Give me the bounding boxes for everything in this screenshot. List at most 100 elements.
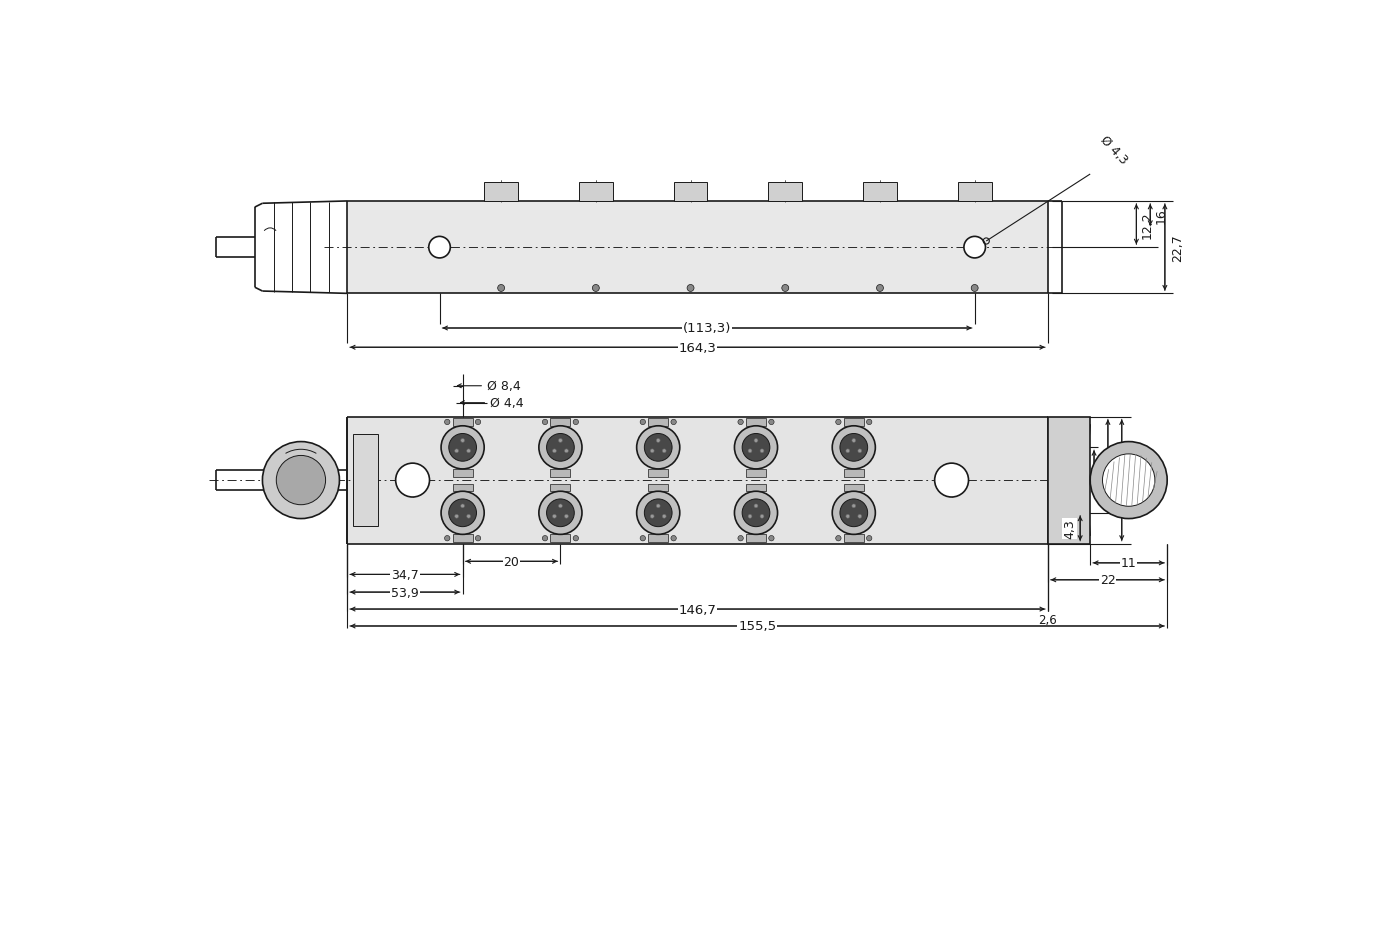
Bar	[551, 469, 570, 477]
Circle shape	[934, 464, 969, 497]
Circle shape	[1090, 442, 1167, 519]
Bar	[347, 202, 1048, 294]
Text: 2,6: 2,6	[1039, 613, 1057, 626]
Text: 34,7: 34,7	[390, 568, 418, 582]
Circle shape	[671, 536, 676, 541]
Circle shape	[735, 492, 778, 535]
Circle shape	[832, 427, 875, 469]
Text: 11: 11	[1121, 557, 1136, 570]
Circle shape	[963, 237, 986, 259]
Circle shape	[559, 504, 562, 508]
Bar	[746, 535, 767, 543]
Text: 155,5: 155,5	[737, 620, 776, 632]
Circle shape	[640, 420, 645, 425]
Bar	[843, 469, 864, 477]
Bar	[551, 484, 570, 492]
Bar	[746, 469, 767, 477]
Bar	[746, 484, 767, 492]
Circle shape	[768, 420, 774, 425]
Circle shape	[262, 442, 339, 519]
Circle shape	[640, 536, 645, 541]
Circle shape	[429, 237, 450, 259]
Circle shape	[573, 536, 579, 541]
Text: 164,3: 164,3	[679, 342, 717, 354]
Circle shape	[867, 420, 871, 425]
Circle shape	[852, 439, 856, 443]
Circle shape	[650, 514, 654, 518]
Circle shape	[475, 420, 481, 425]
Bar	[453, 469, 473, 477]
Bar	[648, 484, 668, 492]
Bar	[347, 417, 1048, 544]
Circle shape	[546, 434, 574, 462]
Circle shape	[546, 499, 574, 527]
Circle shape	[749, 449, 751, 453]
Circle shape	[877, 285, 884, 292]
Circle shape	[687, 285, 694, 292]
Circle shape	[737, 536, 743, 541]
Text: 22: 22	[1100, 574, 1115, 586]
Circle shape	[542, 536, 548, 541]
Bar	[843, 484, 864, 492]
Text: Ø 8,4: Ø 8,4	[487, 379, 520, 393]
Circle shape	[644, 499, 672, 527]
Circle shape	[742, 499, 769, 527]
Circle shape	[276, 456, 326, 505]
Circle shape	[454, 514, 459, 518]
Circle shape	[445, 420, 450, 425]
Bar	[579, 182, 613, 202]
Circle shape	[565, 449, 569, 453]
Circle shape	[552, 514, 556, 518]
Circle shape	[754, 439, 758, 443]
Circle shape	[754, 504, 758, 508]
Circle shape	[449, 499, 477, 527]
Text: 12,2: 12,2	[1140, 211, 1154, 239]
Circle shape	[467, 449, 471, 453]
Circle shape	[841, 499, 867, 527]
Bar	[843, 418, 864, 427]
Bar	[484, 182, 519, 202]
Text: 20: 20	[503, 555, 520, 568]
Circle shape	[460, 439, 464, 443]
Circle shape	[749, 514, 751, 518]
Circle shape	[760, 449, 764, 453]
Text: Ø 4,3: Ø 4,3	[1098, 134, 1131, 167]
Bar	[551, 535, 570, 543]
Circle shape	[867, 536, 871, 541]
Circle shape	[573, 420, 579, 425]
Circle shape	[835, 536, 841, 541]
Text: 4,3: 4,3	[1062, 519, 1076, 538]
Circle shape	[559, 439, 562, 443]
Circle shape	[846, 449, 850, 453]
Circle shape	[454, 449, 459, 453]
Circle shape	[637, 492, 680, 535]
Bar	[551, 418, 570, 427]
Circle shape	[662, 449, 666, 453]
Text: 30,6: 30,6	[1128, 466, 1140, 495]
Circle shape	[832, 492, 875, 535]
Circle shape	[441, 427, 484, 469]
Circle shape	[552, 449, 556, 453]
Circle shape	[835, 420, 841, 425]
Circle shape	[644, 434, 672, 462]
Text: 146,7: 146,7	[679, 603, 717, 615]
Circle shape	[650, 449, 654, 453]
Circle shape	[760, 514, 764, 518]
Circle shape	[1103, 454, 1154, 507]
Circle shape	[742, 434, 769, 462]
Circle shape	[972, 285, 979, 292]
Bar	[648, 469, 668, 477]
Circle shape	[396, 464, 429, 497]
Circle shape	[592, 285, 599, 292]
Bar	[843, 535, 864, 543]
Circle shape	[539, 492, 581, 535]
Text: 16: 16	[1154, 208, 1168, 224]
Bar	[863, 182, 896, 202]
Circle shape	[657, 439, 661, 443]
Bar	[768, 182, 802, 202]
Bar	[353, 435, 378, 527]
Circle shape	[735, 427, 778, 469]
Text: (113,3): (113,3)	[683, 322, 732, 335]
Text: 22,7: 22,7	[1171, 234, 1184, 261]
Bar	[1048, 417, 1090, 544]
